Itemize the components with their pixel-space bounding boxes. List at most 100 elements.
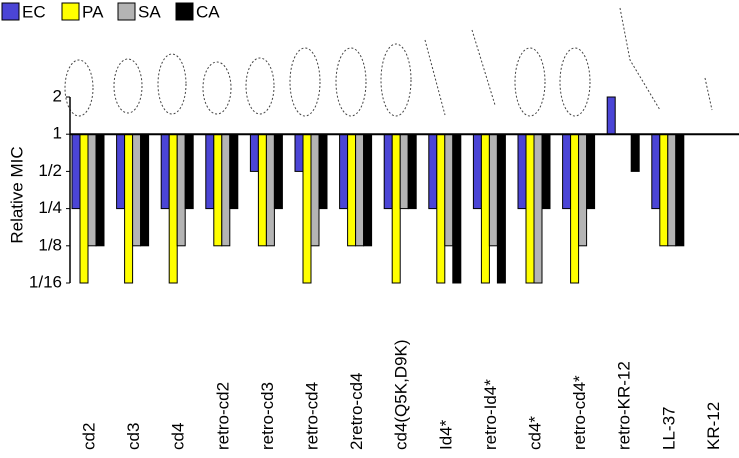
x-tick-label: cd4(Q5K,D9K) (392, 339, 411, 450)
x-tick-label: retro-KR-12 (615, 361, 634, 450)
y-tick-label: 1/4 (38, 198, 62, 217)
bar (339, 133, 349, 210)
structure-icon (424, 39, 446, 116)
legend-label: CA (196, 2, 220, 21)
x-tick-label: retro-cd4* (570, 375, 589, 450)
bar (213, 133, 223, 247)
bar (184, 133, 194, 210)
bar (249, 133, 259, 172)
bar (355, 133, 365, 247)
x-tick-label: LL-37 (659, 407, 678, 450)
bar (116, 133, 126, 210)
bar (95, 133, 105, 247)
bar (606, 96, 616, 135)
structure-icon (471, 29, 496, 106)
bar (273, 133, 283, 210)
bar (533, 133, 543, 284)
bar (294, 133, 304, 172)
x-tick-label: retro-cd3 (258, 382, 277, 450)
bar (562, 133, 572, 210)
bar (472, 133, 482, 210)
structure-icon (559, 47, 591, 117)
bar (347, 133, 357, 247)
legend-swatch (117, 2, 136, 21)
bar (257, 133, 267, 247)
bar (318, 133, 328, 210)
x-tick-label: 2retro-cd4 (347, 373, 366, 450)
bar (363, 133, 373, 247)
y-tick-label: 1/8 (38, 235, 62, 254)
bar (140, 133, 150, 247)
structure-icon (335, 47, 367, 117)
bar (71, 133, 81, 210)
y-tick-label: 2 (53, 86, 62, 105)
bar (407, 133, 417, 210)
bar (480, 133, 490, 284)
legend-label: SA (138, 2, 161, 21)
structure-icon (704, 77, 713, 111)
bar (444, 133, 454, 247)
legend-label: PA (82, 2, 104, 21)
y-tick-label: 1 (53, 124, 62, 143)
y-tick-label: 1/16 (29, 272, 62, 291)
y-tick-label: 1/2 (38, 161, 62, 180)
x-tick-label: retro-cd2 (213, 382, 232, 450)
bar (659, 133, 669, 247)
bar (176, 133, 186, 247)
bar (436, 133, 446, 284)
x-tick-label: cd2 (79, 423, 98, 450)
bar (496, 133, 506, 284)
bar (132, 133, 142, 247)
structure-icon (514, 47, 546, 117)
bar (570, 133, 580, 284)
legend-label: EC (22, 2, 46, 21)
bar (630, 133, 640, 172)
bar (383, 133, 393, 210)
bar (229, 133, 239, 210)
bar (586, 133, 596, 210)
bar (578, 133, 588, 247)
legend-swatch (175, 2, 194, 21)
structure-icon (619, 7, 661, 111)
bar (428, 133, 438, 210)
bar (517, 133, 527, 210)
bar (265, 133, 275, 247)
structure-icon (202, 61, 232, 115)
bar (160, 133, 170, 210)
x-tick-label: retro-cd4 (302, 382, 321, 450)
bar (675, 133, 685, 247)
structure-icon (157, 53, 187, 115)
bar (399, 133, 409, 210)
structure-icon (245, 57, 275, 115)
bar (124, 133, 134, 284)
y-axis-label: Relative MIC (7, 146, 26, 243)
structure-icon (64, 59, 94, 117)
bar (541, 133, 551, 210)
x-tick-label: cd4 (169, 423, 188, 450)
bar (488, 133, 498, 247)
legend-swatch (61, 2, 80, 21)
bar (302, 133, 312, 284)
x-tick-label: KR-12 (704, 402, 723, 450)
bar (391, 133, 401, 284)
bar (310, 133, 320, 247)
x-tick-label: cd3 (124, 423, 143, 450)
bar (168, 133, 178, 284)
bar (525, 133, 535, 284)
bar (651, 133, 661, 210)
bar (452, 133, 462, 284)
x-tick-label: Id4* (436, 419, 455, 450)
bar (205, 133, 215, 210)
structure-icon (380, 43, 412, 117)
x-tick-label: retro-Id4* (481, 379, 500, 450)
structure-icon (113, 58, 143, 114)
x-tick-label: cd4* (525, 416, 544, 450)
bar (221, 133, 231, 247)
bar (667, 133, 677, 247)
legend-swatch (1, 2, 20, 21)
structure-icon (289, 47, 321, 117)
bar (87, 133, 97, 247)
bar (79, 133, 89, 284)
structure-icons (64, 7, 713, 117)
